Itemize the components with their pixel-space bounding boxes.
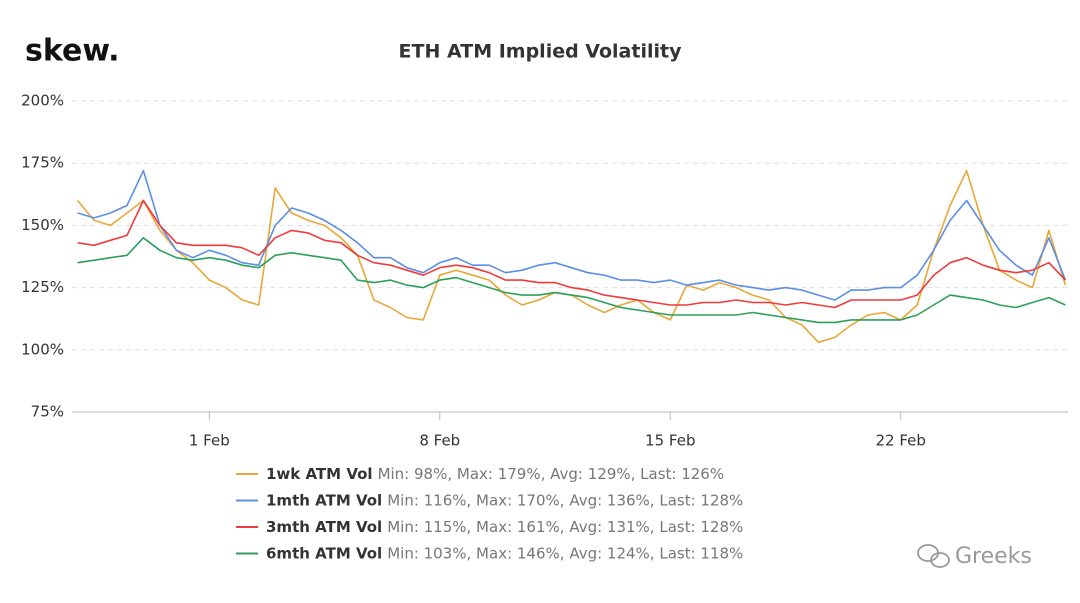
legend-stats: Min: 103%, Max: 146%, Avg: 124%, Last: 1… bbox=[387, 544, 743, 562]
series-line bbox=[77, 169, 1067, 301]
series-line bbox=[77, 199, 1066, 309]
legend-name: 6mth ATM Vol bbox=[266, 544, 382, 562]
y-tick-label: 175% bbox=[21, 154, 64, 172]
legend-name: 1wk ATM Vol bbox=[266, 465, 373, 483]
legend-stats: Min: 115%, Max: 161%, Avg: 131%, Last: 1… bbox=[387, 518, 743, 536]
x-tick-label: 15 Feb bbox=[645, 432, 695, 450]
logo: skew. bbox=[25, 34, 120, 69]
watermark-icon bbox=[917, 544, 950, 568]
x-tick-label: 8 Feb bbox=[419, 432, 460, 450]
legend-entry: 1mth ATM Vol Min: 116%, Max: 170%, Avg: 1… bbox=[266, 491, 743, 509]
legend-name: 3mth ATM Vol bbox=[266, 518, 382, 536]
legend-entry: 1wk ATM Vol Min: 98%, Max: 179%, Avg: 129… bbox=[266, 465, 724, 483]
y-tick-label: 125% bbox=[21, 278, 64, 296]
y-tick-label: 75% bbox=[31, 403, 64, 421]
legend-entry: 3mth ATM Vol Min: 115%, Max: 161%, Avg: 1… bbox=[266, 518, 743, 536]
legend-entry: 6mth ATM Vol Min: 103%, Max: 146%, Avg: 1… bbox=[266, 544, 743, 562]
y-tick-label: 150% bbox=[21, 216, 64, 234]
legend-name: 1mth ATM Vol bbox=[266, 491, 382, 509]
y-tick-label: 200% bbox=[21, 92, 64, 110]
chart-title: ETH ATM Implied Volatility bbox=[399, 41, 683, 63]
legend-stats: Min: 116%, Max: 170%, Avg: 136%, Last: 1… bbox=[387, 491, 743, 509]
x-tick-label: 22 Feb bbox=[876, 432, 926, 450]
series-line bbox=[77, 237, 1066, 324]
legend-stats: Min: 98%, Max: 179%, Avg: 129%, Last: 12… bbox=[378, 465, 725, 483]
y-tick-label: 100% bbox=[21, 340, 64, 358]
x-tick-label: 1 Feb bbox=[189, 432, 230, 450]
watermark: Greeks bbox=[955, 544, 1032, 569]
series-line bbox=[76, 169, 1067, 344]
